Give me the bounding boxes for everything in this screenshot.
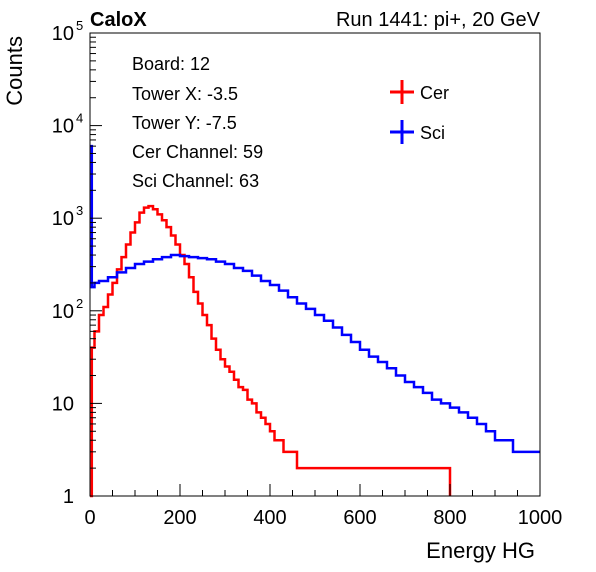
y-tick-label: 10	[52, 208, 74, 230]
x-tick-label: 1000	[518, 507, 563, 529]
x-tick-label: 200	[163, 507, 196, 529]
info-line-tower-x: Tower X: -3.5	[132, 84, 238, 104]
y-tick-label: 1	[63, 486, 74, 508]
y-tick-exponent: 2	[76, 296, 83, 311]
y-tick-label: 10	[52, 23, 74, 45]
legend-sci-label: Sci	[420, 123, 445, 143]
brand-label: CaloX	[90, 9, 147, 31]
x-axis-label: Energy HG	[426, 538, 535, 563]
series-sci-line	[90, 144, 540, 454]
x-tick-label: 800	[433, 507, 466, 529]
info-line-tower-y: Tower Y: -7.5	[132, 113, 237, 133]
series-cer-line	[90, 204, 452, 498]
info-line-board: Board: 12	[132, 54, 210, 74]
legend-item-sci: Sci	[390, 120, 445, 144]
legend: Cer Sci	[390, 80, 449, 144]
legend-cer-label: Cer	[420, 83, 449, 103]
info-box: Board: 12 Tower X: -3.5 Tower Y: -7.5 Ce…	[132, 54, 263, 191]
x-tick-label: 600	[343, 507, 376, 529]
x-ticks: 0 200 400 600 800 1000	[84, 484, 562, 529]
x-tick-label: 400	[253, 507, 286, 529]
y-tick-exponent: 4	[76, 111, 83, 126]
run-info-label: Run 1441: pi+, 20 GeV	[336, 9, 541, 31]
y-tick-label: 10	[52, 116, 74, 138]
series-layer	[90, 144, 540, 498]
y-tick-label: 10	[52, 301, 74, 323]
y-axis-label: Counts	[2, 36, 27, 106]
info-line-sci-channel: Sci Channel: 63	[132, 171, 259, 191]
x-tick-label: 0	[84, 507, 95, 529]
y-tick-exponent: 5	[76, 18, 83, 33]
info-line-cer-channel: Cer Channel: 59	[132, 142, 263, 162]
y-tick-exponent: 3	[76, 203, 83, 218]
legend-item-cer: Cer	[390, 80, 449, 104]
y-tick-label: 10	[52, 393, 74, 415]
